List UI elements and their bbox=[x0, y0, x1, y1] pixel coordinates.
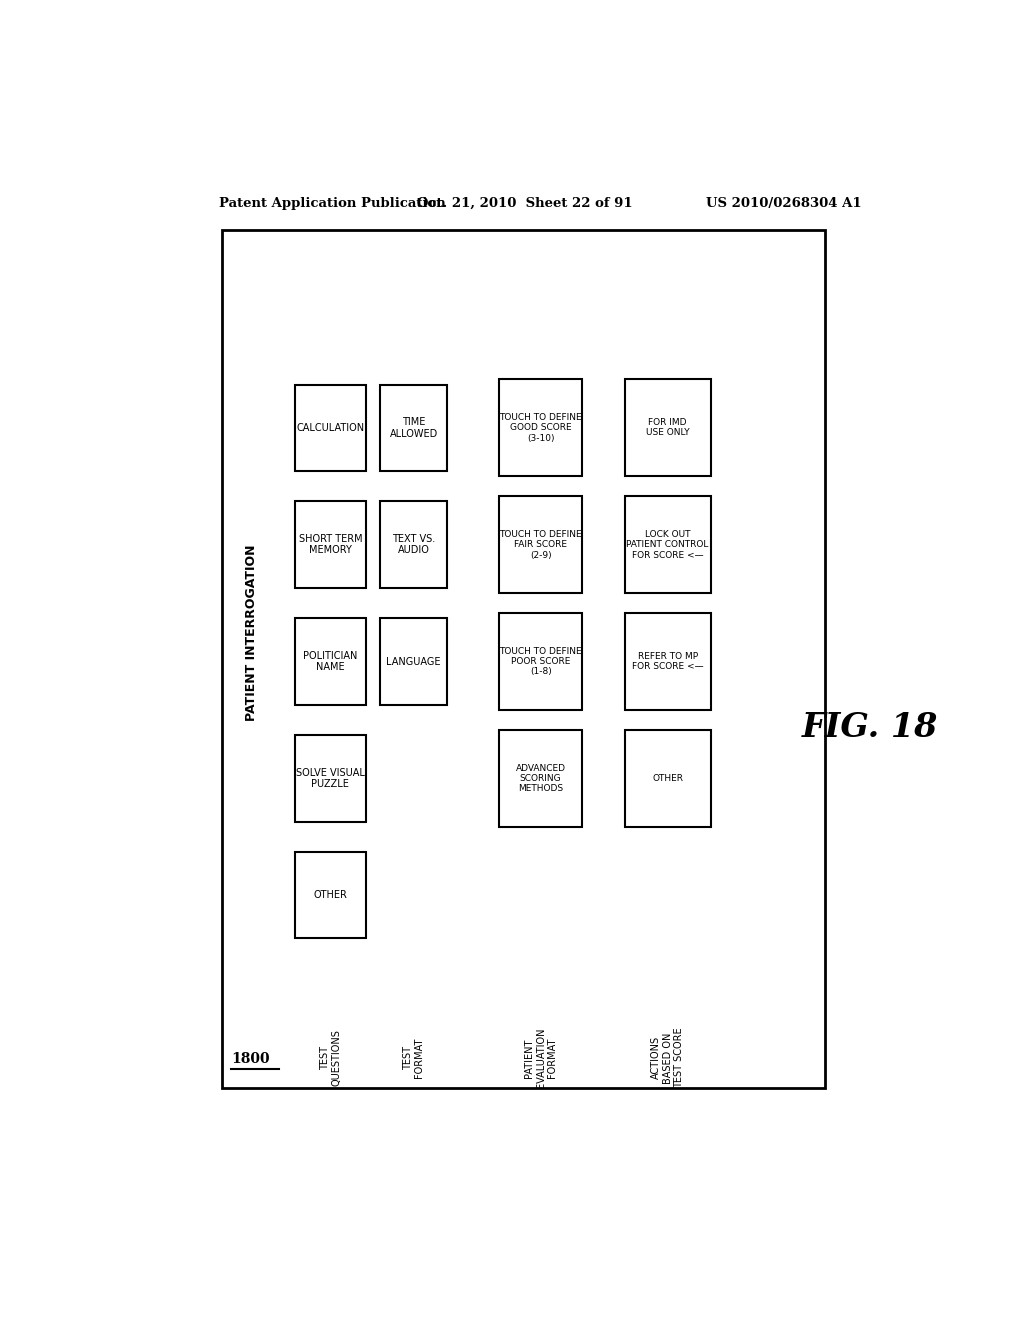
Bar bbox=[295, 502, 367, 587]
Text: Oct. 21, 2010  Sheet 22 of 91: Oct. 21, 2010 Sheet 22 of 91 bbox=[417, 197, 633, 210]
Bar bbox=[499, 614, 583, 710]
Bar bbox=[625, 379, 711, 477]
Bar bbox=[499, 379, 583, 477]
Bar bbox=[221, 230, 824, 1089]
Bar bbox=[625, 496, 711, 593]
Text: 1800: 1800 bbox=[231, 1052, 269, 1067]
Bar bbox=[499, 730, 583, 826]
Text: SHORT TERM
MEMORY: SHORT TERM MEMORY bbox=[299, 533, 362, 556]
Text: FOR IMD
USE ONLY: FOR IMD USE ONLY bbox=[646, 418, 689, 437]
Text: TOUCH TO DEFINE
GOOD SCORE
(3-10): TOUCH TO DEFINE GOOD SCORE (3-10) bbox=[500, 413, 582, 442]
Bar bbox=[380, 618, 447, 705]
Text: US 2010/0268304 A1: US 2010/0268304 A1 bbox=[707, 197, 862, 210]
Text: TEST
QUESTIONS: TEST QUESTIONS bbox=[319, 1030, 341, 1086]
Bar bbox=[295, 735, 367, 821]
Text: POLITICIAN
NAME: POLITICIAN NAME bbox=[303, 651, 357, 672]
Text: OTHER: OTHER bbox=[652, 774, 683, 783]
Bar bbox=[295, 384, 367, 471]
Text: TOUCH TO DEFINE
FAIR SCORE
(2-9): TOUCH TO DEFINE FAIR SCORE (2-9) bbox=[500, 529, 582, 560]
Bar bbox=[625, 614, 711, 710]
Text: OTHER: OTHER bbox=[313, 890, 347, 900]
Text: SOLVE VISUAL
PUZZLE: SOLVE VISUAL PUZZLE bbox=[296, 768, 365, 789]
Bar bbox=[295, 853, 367, 939]
Text: ACTIONS
BASED ON
TEST SCORE: ACTIONS BASED ON TEST SCORE bbox=[651, 1027, 684, 1088]
Text: TIME
ALLOWED: TIME ALLOWED bbox=[389, 417, 438, 438]
Text: TOUCH TO DEFINE
POOR SCORE
(1-8): TOUCH TO DEFINE POOR SCORE (1-8) bbox=[500, 647, 582, 676]
Text: TEST
FORMAT: TEST FORMAT bbox=[402, 1038, 425, 1078]
Text: REFER TO MP
FOR SCORE <—: REFER TO MP FOR SCORE <— bbox=[632, 652, 703, 671]
Text: CALCULATION: CALCULATION bbox=[296, 422, 365, 433]
Bar bbox=[380, 502, 447, 587]
Bar bbox=[295, 618, 367, 705]
Text: ADVANCED
SCORING
METHODS: ADVANCED SCORING METHODS bbox=[516, 763, 565, 793]
Text: TEXT VS.
AUDIO: TEXT VS. AUDIO bbox=[392, 533, 435, 556]
Text: Patent Application Publication: Patent Application Publication bbox=[219, 197, 446, 210]
Bar bbox=[625, 730, 711, 826]
Bar bbox=[499, 496, 583, 593]
Text: LOCK OUT
PATIENT CONTROL
FOR SCORE <—: LOCK OUT PATIENT CONTROL FOR SCORE <— bbox=[627, 529, 709, 560]
Bar bbox=[380, 384, 447, 471]
Text: LANGUAGE: LANGUAGE bbox=[386, 656, 441, 667]
Text: PATIENT
EVALUATION
FORMAT: PATIENT EVALUATION FORMAT bbox=[524, 1028, 557, 1088]
Text: PATIENT INTERROGATION: PATIENT INTERROGATION bbox=[246, 545, 258, 722]
Text: FIG. 18: FIG. 18 bbox=[802, 711, 938, 744]
